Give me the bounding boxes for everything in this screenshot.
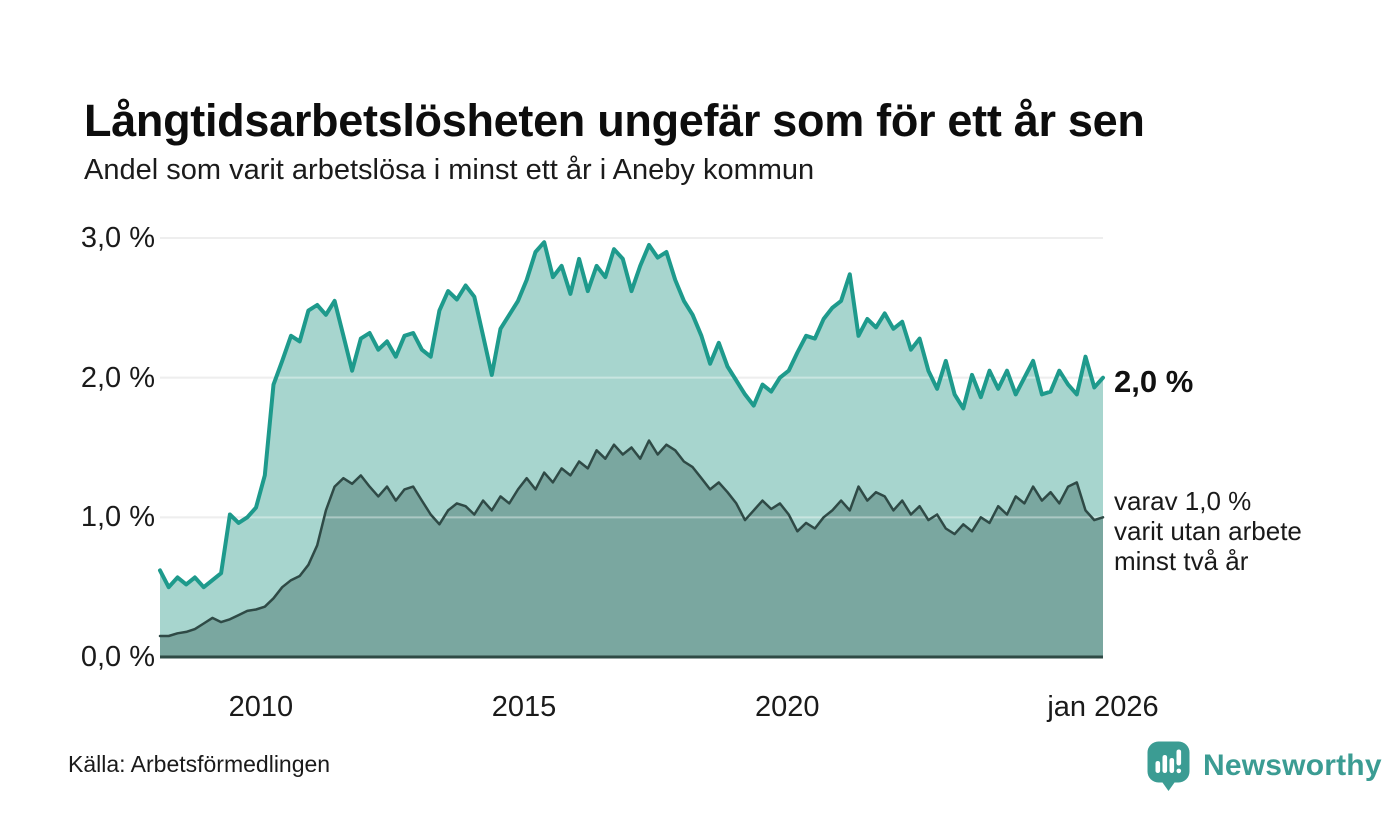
source-credit: Källa: Arbetsförmedlingen bbox=[68, 751, 331, 777]
y-tick-label: 2,0 % bbox=[80, 361, 155, 394]
x-tick-label: 2015 bbox=[491, 691, 557, 723]
brand-logo: Newsworthy bbox=[1146, 740, 1382, 792]
brand-name: Newsworthy bbox=[1203, 749, 1382, 782]
x-tick-label: 2020 bbox=[754, 691, 820, 723]
y-tick-label: 1,0 % bbox=[80, 501, 155, 534]
line-total bbox=[158, 240, 1105, 590]
x-tick-label: 2010 bbox=[228, 691, 294, 723]
chart-subtitle: Andel som varit arbetslösa i minst ett å… bbox=[84, 154, 815, 186]
area-two_years bbox=[160, 440, 1103, 657]
series-end-value-label: 2,0 % bbox=[1114, 364, 1194, 399]
y-tick-label: 0,0 % bbox=[80, 641, 155, 673]
y-tick-label: 3,0 % bbox=[80, 222, 155, 254]
chart-title: Långtidsarbetslösheten ungefär som för e… bbox=[84, 95, 1145, 147]
line-two_years bbox=[158, 439, 1105, 638]
x-tick-label: jan 2026 bbox=[1047, 691, 1159, 723]
series-end-annotation: varav 1,0 % varit utan arbete minst två … bbox=[1114, 486, 1302, 576]
newsworthy-bubble-icon bbox=[1147, 741, 1190, 791]
